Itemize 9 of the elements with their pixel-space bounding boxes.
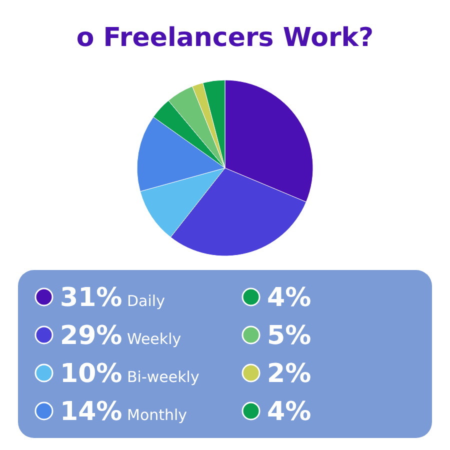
legend-label: 10% Bi-weekly [60, 359, 200, 389]
legend-label: 4% [267, 397, 312, 427]
legend-label: 31% Daily [60, 283, 166, 313]
legend-label: 29% Weekly [60, 321, 182, 351]
legend-label: 14% Monthly [60, 397, 188, 427]
legend-label: 5% [267, 321, 312, 351]
chart-title: o Freelancers Work? [76, 23, 374, 53]
legend-label: 2% [267, 359, 312, 389]
legend-label: 4% [267, 283, 312, 313]
